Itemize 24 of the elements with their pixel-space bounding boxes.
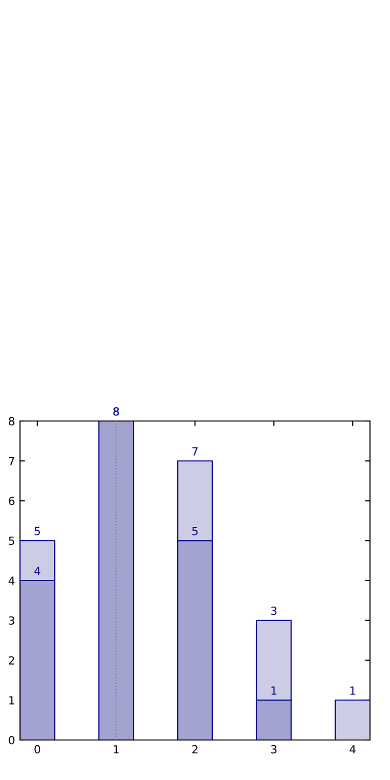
bar (334, 700, 370, 740)
y-tick-label: 4 (8, 576, 15, 585)
y-tick-label: 0 (8, 736, 14, 744)
total-label: 3 (271, 606, 276, 616)
x-tick-label: 3 (271, 745, 276, 754)
total-label: 8 (113, 407, 119, 416)
data-label: 5 (192, 527, 198, 536)
x-tick-label: 2 (192, 745, 198, 754)
x-tick-label: 0 (34, 745, 40, 754)
y-tick-label: 5 (8, 536, 14, 546)
data-label: 1 (272, 686, 276, 695)
y-tick-label: 8 (8, 416, 14, 426)
y-tick-label: 3 (8, 616, 14, 625)
total-label: 7 (192, 447, 198, 456)
data-label: 4 (34, 566, 40, 575)
y-tick-label: 6 (8, 496, 14, 506)
y-tick-label: 7 (8, 456, 14, 466)
y-tick-label: 1 (9, 696, 14, 704)
y-tick-label: 2 (8, 656, 14, 664)
x-tick-label: 4 (350, 745, 356, 754)
bar (98, 421, 134, 740)
total-label: 5 (34, 527, 40, 536)
x-tick-label: 1 (114, 745, 119, 754)
total-label: 1 (350, 686, 356, 695)
